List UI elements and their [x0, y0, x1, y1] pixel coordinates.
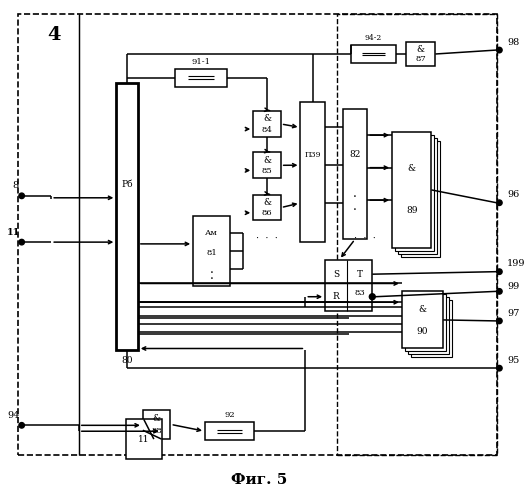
Bar [253, 152, 281, 178]
Bar [350, 45, 396, 63]
Text: ·: · [210, 273, 213, 286]
Text: 94-2: 94-2 [365, 34, 382, 42]
Text: 90: 90 [417, 327, 428, 336]
Text: 99: 99 [508, 282, 520, 291]
Text: 88: 88 [151, 427, 162, 435]
Text: 81: 81 [207, 249, 217, 257]
Text: ·: · [353, 191, 357, 204]
Text: 82: 82 [349, 150, 361, 159]
Text: ·: · [353, 204, 357, 217]
Text: 98: 98 [508, 38, 520, 46]
Text: 97: 97 [508, 308, 520, 318]
Bar [205, 422, 254, 440]
Text: П39: П39 [305, 152, 321, 160]
Circle shape [496, 269, 502, 274]
Text: ·: · [210, 267, 213, 280]
Bar [343, 109, 367, 239]
Text: 80: 80 [121, 356, 133, 365]
Text: T: T [356, 270, 363, 278]
Text: Рб: Рб [121, 180, 133, 189]
Text: S: S [333, 270, 339, 278]
Bar [126, 420, 162, 459]
Text: 96: 96 [508, 190, 520, 200]
Text: 8: 8 [13, 182, 19, 190]
Text: 199: 199 [508, 260, 526, 268]
Text: &: & [408, 164, 416, 173]
Text: 92: 92 [224, 412, 235, 420]
Bar [408, 298, 449, 354]
Text: &: & [153, 414, 161, 423]
Text: 95: 95 [508, 356, 520, 365]
Text: 89: 89 [406, 206, 417, 216]
Text: 94: 94 [7, 411, 20, 420]
Bar [406, 42, 435, 66]
Text: 85: 85 [261, 167, 272, 175]
Circle shape [496, 318, 502, 324]
Bar [116, 82, 138, 350]
Text: &: & [418, 305, 426, 314]
Text: ·  ·  ·: · · · [256, 234, 278, 242]
Text: &: & [416, 45, 425, 54]
Bar [175, 69, 227, 86]
Bar [300, 102, 325, 242]
Text: &: & [263, 114, 271, 124]
Text: 83: 83 [354, 289, 365, 297]
Text: R: R [333, 292, 339, 301]
Bar [395, 135, 434, 251]
Text: Фиг. 5: Фиг. 5 [231, 474, 288, 488]
Bar [405, 294, 446, 352]
Text: Ам: Ам [206, 230, 218, 237]
Bar [143, 410, 170, 439]
Text: 87: 87 [415, 55, 426, 63]
Circle shape [19, 422, 24, 428]
Bar [398, 138, 437, 254]
Bar [411, 300, 452, 358]
Circle shape [496, 288, 502, 294]
Text: &: & [263, 156, 271, 164]
Text: &: & [263, 198, 271, 207]
Circle shape [19, 193, 24, 198]
Text: 11: 11 [7, 228, 21, 237]
Bar [253, 195, 281, 220]
Bar [193, 216, 230, 286]
Bar [253, 111, 281, 136]
Text: 91-1: 91-1 [191, 58, 210, 66]
Bar [392, 132, 432, 248]
Text: ·  ·  ·: · · · [355, 234, 376, 242]
Text: 11: 11 [138, 434, 150, 444]
Circle shape [496, 366, 502, 371]
Bar [337, 14, 497, 455]
Bar [402, 292, 443, 348]
Circle shape [496, 48, 502, 53]
Circle shape [369, 294, 375, 300]
Circle shape [496, 200, 502, 205]
Text: 84: 84 [261, 126, 272, 134]
Bar [325, 260, 372, 311]
Text: 4: 4 [47, 26, 61, 44]
Text: 86: 86 [261, 210, 272, 218]
Circle shape [19, 240, 24, 245]
Bar [18, 14, 497, 455]
Bar [401, 140, 440, 257]
